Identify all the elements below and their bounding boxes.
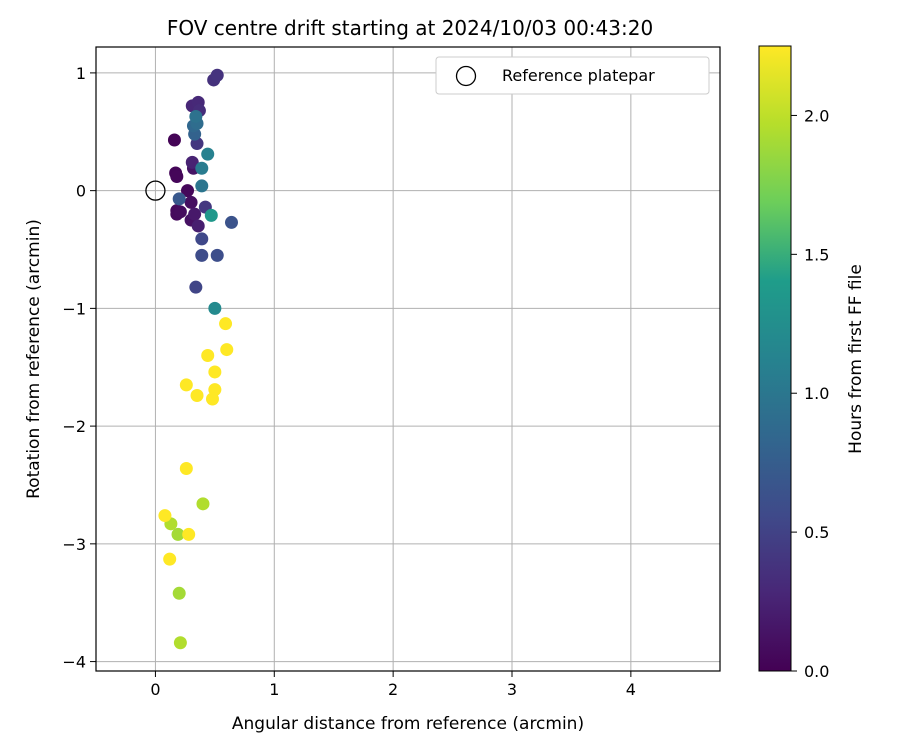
- data-point: [171, 527, 185, 541]
- colorbar-label: Hours from first FF file: [846, 264, 866, 454]
- x-tick-label: 4: [626, 680, 636, 699]
- y-tick-label: 1: [76, 64, 86, 83]
- legend-label-reference: Reference platepar: [502, 66, 655, 85]
- data-point: [189, 109, 203, 123]
- colorbar-gradient: [758, 45, 792, 672]
- data-point: [182, 527, 196, 541]
- x-tick-label: 1: [269, 680, 279, 699]
- data-point: [219, 317, 233, 331]
- data-point: [167, 133, 181, 147]
- data-point: [173, 205, 187, 219]
- data-point: [195, 232, 209, 246]
- plot-frame: [95, 46, 721, 672]
- data-point: [208, 301, 222, 315]
- x-tick-label: 2: [388, 680, 398, 699]
- data-point: [205, 392, 219, 406]
- y-tick-label: −4: [62, 653, 86, 672]
- data-point: [179, 378, 193, 392]
- data-point: [201, 348, 215, 362]
- colorbar-tick-label: 0.5: [804, 523, 829, 542]
- colorbar: 0.0 0.5 1.0 1.5 2.0 Hours from first FF file: [758, 45, 866, 681]
- data-point: [189, 280, 203, 294]
- data-point: [208, 365, 222, 379]
- data-point: [181, 184, 195, 198]
- x-tick-label: 0: [150, 680, 160, 699]
- data-point: [195, 248, 209, 262]
- data-point: [158, 509, 172, 523]
- grid-lines: [96, 47, 720, 671]
- y-tick-label: −2: [62, 417, 86, 436]
- colorbar-tick-label: 0.0: [804, 662, 829, 681]
- x-axis-ticks: 0 1 2 3 4: [150, 671, 636, 699]
- data-point: [191, 219, 205, 233]
- data-point: [195, 161, 209, 175]
- data-point: [184, 195, 198, 209]
- y-axis-ticks: −4 −3 −2 −1 0 1: [62, 64, 96, 672]
- data-point: [204, 208, 218, 222]
- data-point: [224, 215, 238, 229]
- data-point: [173, 636, 187, 650]
- colorbar-tick-label: 1.5: [804, 245, 829, 264]
- x-tick-label: 3: [507, 680, 517, 699]
- y-tick-label: −3: [62, 535, 86, 554]
- data-point: [210, 68, 224, 82]
- data-point: [179, 461, 193, 475]
- data-point: [170, 170, 184, 184]
- data-point: [172, 586, 186, 600]
- legend: Reference platepar: [435, 56, 710, 95]
- x-axis-label: Angular distance from reference (arcmin): [232, 714, 584, 734]
- data-point: [201, 147, 215, 161]
- y-tick-label: −1: [62, 299, 86, 318]
- data-point: [195, 179, 209, 193]
- reference-point-marker: [145, 180, 166, 201]
- data-points: [145, 68, 238, 650]
- y-tick-label: 0: [76, 182, 86, 201]
- data-point: [190, 388, 204, 402]
- data-point: [172, 192, 186, 206]
- data-point: [196, 497, 210, 511]
- colorbar-tick-label: 1.0: [804, 384, 829, 403]
- data-point: [188, 207, 202, 221]
- legend-box: [435, 56, 710, 95]
- chart-title: FOV centre drift starting at 2024/10/03 …: [167, 16, 653, 40]
- y-axis-label: Rotation from reference (arcmin): [24, 219, 44, 499]
- colorbar-tick-label: 2.0: [804, 106, 829, 125]
- data-point: [210, 248, 224, 262]
- colorbar-ticks: 0.0 0.5 1.0 1.5 2.0: [791, 106, 829, 681]
- data-point: [220, 343, 234, 357]
- legend-marker-reference: [455, 65, 477, 87]
- data-point: [185, 155, 199, 169]
- data-point: [163, 552, 177, 566]
